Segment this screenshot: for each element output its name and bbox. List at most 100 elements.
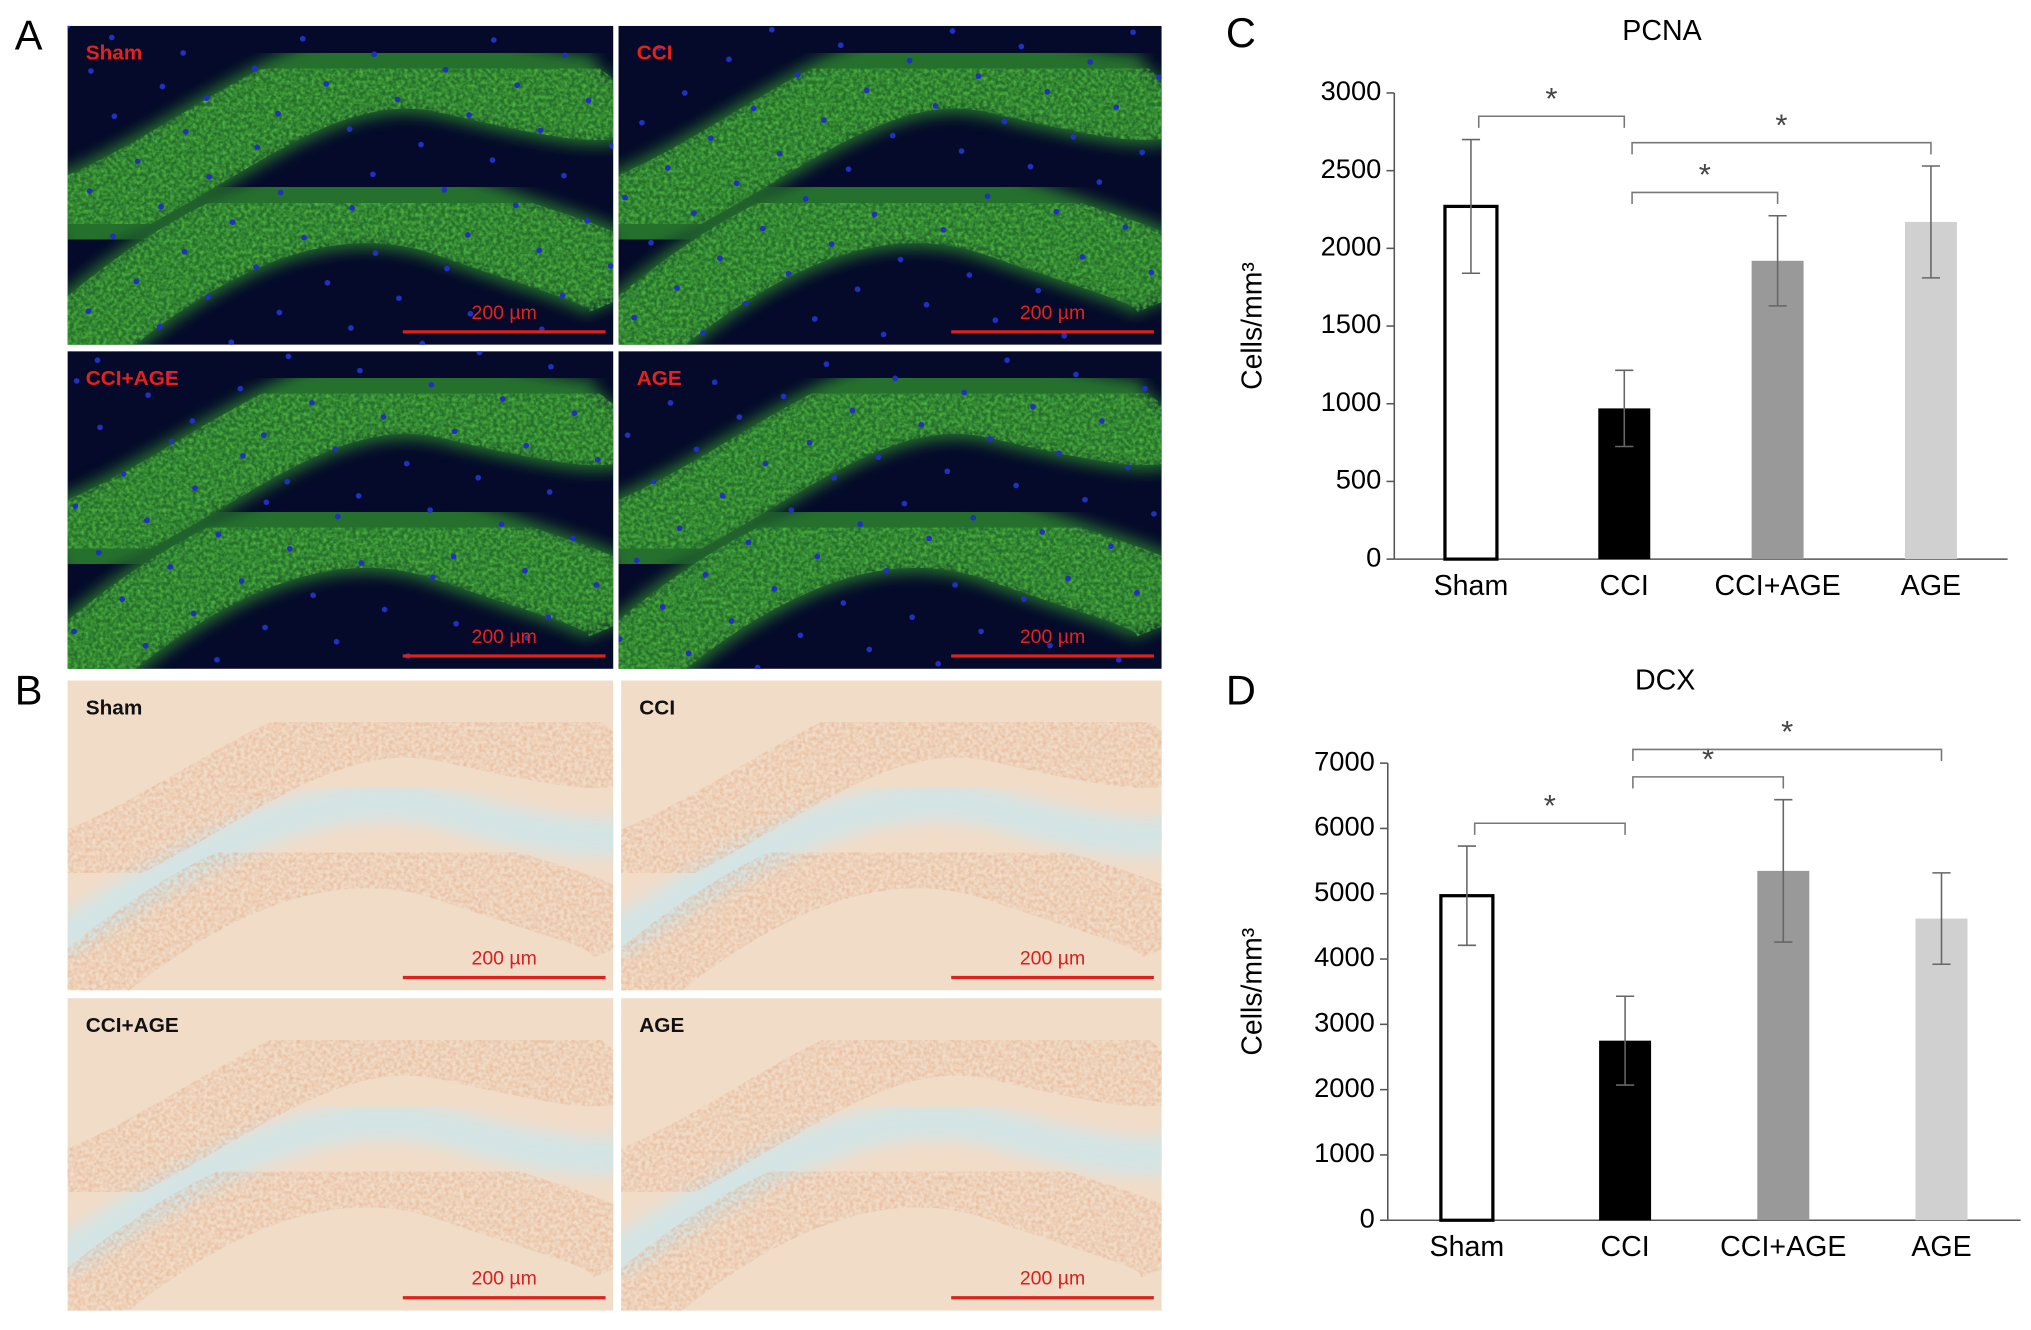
nucleus (251, 65, 258, 72)
nucleus (119, 596, 126, 602)
nucleus (1021, 596, 1027, 602)
nucleus (332, 446, 339, 453)
y-tick-label: 2000 (1321, 231, 1382, 262)
panel-letter: D (1226, 666, 1256, 713)
nucleus (1151, 511, 1157, 517)
y-tick-label: 7000 (1314, 745, 1375, 776)
y-axis-label: Cells/mm³ (1236, 262, 1268, 390)
nucleus (206, 174, 213, 180)
nucleus (301, 234, 307, 241)
image-label: AGE (639, 1014, 684, 1037)
nucleus (736, 414, 743, 420)
nucleus (1125, 464, 1131, 471)
nucleus (192, 485, 198, 491)
nucleus (1035, 287, 1042, 294)
nucleus (1099, 418, 1105, 424)
nucleus (466, 112, 472, 118)
significance-bracket (1631, 141, 1932, 155)
nucleus (523, 442, 530, 449)
nucleus (1053, 208, 1060, 215)
cell-layer (67, 686, 614, 906)
nucleus (975, 73, 982, 80)
nucleus (133, 278, 140, 285)
nucleus (548, 363, 554, 370)
nucleus (1047, 642, 1053, 649)
image-label: CCI+AGE (86, 367, 179, 390)
nucleus (189, 418, 196, 424)
micrograph (67, 25, 614, 345)
y-tick-label: 1000 (1321, 386, 1382, 417)
y-axis-label: Cells/mm³ (1236, 928, 1268, 1056)
nucleus (1065, 575, 1071, 582)
nucleus (418, 141, 424, 148)
scale-label: 200 µm (1020, 1268, 1085, 1290)
significance-bracket (1631, 191, 1779, 205)
nucleus (802, 196, 809, 202)
image-label: CCI (639, 696, 675, 719)
nucleus (286, 545, 293, 552)
nucleus (1156, 74, 1162, 81)
nucleus (849, 407, 856, 414)
y-tick-label: 0 (1360, 1202, 1375, 1233)
nucleus (536, 247, 543, 254)
nucleus (1082, 496, 1088, 503)
nucleus (310, 592, 317, 599)
nucleus (143, 517, 150, 524)
nucleus (285, 353, 292, 360)
nucleus (263, 499, 270, 506)
scale-label: 200 µm (471, 302, 536, 324)
significance-bracket (1477, 115, 1626, 128)
cell-layer (67, 163, 614, 345)
nucleus (489, 157, 496, 163)
nucleus (498, 521, 505, 528)
nucleus (276, 309, 283, 316)
nucleus (72, 503, 79, 510)
nucleus (814, 553, 821, 560)
micrograph (67, 998, 614, 1311)
nucleus (966, 272, 973, 278)
nucleus (831, 474, 838, 481)
nucleus (674, 285, 680, 291)
nucleus (570, 535, 576, 542)
nucleus (262, 624, 268, 631)
nucleus (880, 331, 887, 338)
nucleus (522, 567, 528, 574)
x-tick-label: CCI (1600, 570, 1649, 602)
nucleus (71, 628, 77, 635)
nucleus (1018, 43, 1025, 50)
nucleus (1096, 179, 1103, 185)
nucleus (655, 44, 662, 51)
nucleus (333, 638, 340, 645)
nucleus (733, 180, 740, 187)
nucleus (372, 250, 379, 256)
nucleus (593, 582, 600, 588)
nucleus (762, 460, 769, 467)
significance-star: * (1702, 742, 1714, 777)
nucleus (823, 361, 830, 367)
nucleus (253, 264, 259, 271)
nucleus (923, 301, 930, 308)
nucleus (355, 493, 362, 499)
cell-layer (618, 353, 1162, 586)
y-tick-label: 0 (1366, 541, 1381, 572)
nucleus (944, 468, 951, 475)
nucleus (429, 574, 436, 581)
nucleus (1108, 543, 1114, 550)
nucleus (309, 400, 315, 406)
micrograph (618, 25, 1162, 345)
y-tick-label: 4000 (1314, 941, 1375, 972)
nucleus (754, 664, 761, 669)
nucleus (394, 96, 401, 103)
nucleus (633, 557, 640, 564)
nucleus (229, 219, 236, 225)
nucleus (811, 316, 818, 322)
nucleus (707, 135, 714, 142)
y-tick-label: 6000 (1314, 811, 1375, 842)
x-tick-label: CCI (1600, 1231, 1649, 1263)
nucleus (665, 165, 671, 171)
nucleus (794, 72, 801, 78)
x-tick-label: AGE (1901, 570, 1961, 602)
nucleus (546, 489, 553, 495)
nucleus (711, 379, 718, 386)
nucleus (324, 279, 331, 286)
